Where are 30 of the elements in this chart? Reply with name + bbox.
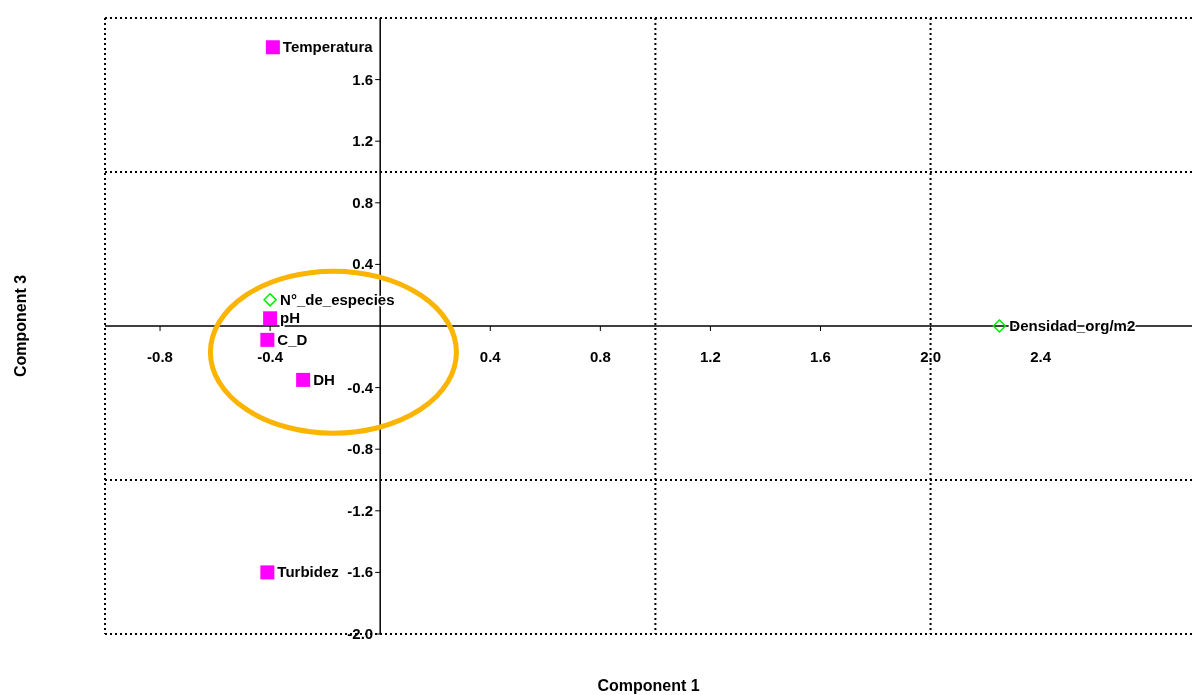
point: [263, 311, 278, 326]
annotation: Temperatura: [282, 38, 374, 56]
annotation: C_D: [277, 330, 308, 348]
y-tick-label: 0.8: [352, 193, 374, 211]
x-axis-title: Component 1: [597, 677, 700, 694]
x-tick-label: 1.2: [699, 348, 721, 365]
annotation: DH: [313, 370, 335, 388]
y-tick-label: -1.2: [347, 501, 374, 519]
point: [265, 40, 280, 55]
y-axis-title: Component 3: [12, 274, 29, 378]
point: [260, 565, 275, 580]
point: [296, 372, 311, 387]
y-tick-label: -1.6: [347, 563, 374, 581]
y-tick-label: 1.6: [352, 70, 374, 88]
annotation: Turbidez: [277, 563, 339, 581]
x-tick-label: 0.8: [589, 348, 611, 365]
annotation: pH: [280, 309, 301, 327]
y-tick-label: -0.8: [347, 440, 374, 458]
x-tick-label: 0.4: [479, 348, 502, 365]
point: [260, 332, 275, 347]
x-tick-label: 2.4: [1030, 348, 1052, 365]
point: [263, 293, 277, 307]
point: [992, 319, 1007, 333]
x-tick-label: 2.0: [920, 348, 941, 365]
x-tick-label: -0.8: [147, 348, 173, 365]
x-tick-label: 1.6: [810, 348, 831, 365]
y-tick-label: -0.4: [347, 378, 374, 396]
y-tick-label: 1.2: [352, 132, 374, 150]
x-tick-label: -0.4: [257, 348, 284, 365]
y-tick-label: 0.4: [352, 255, 374, 273]
